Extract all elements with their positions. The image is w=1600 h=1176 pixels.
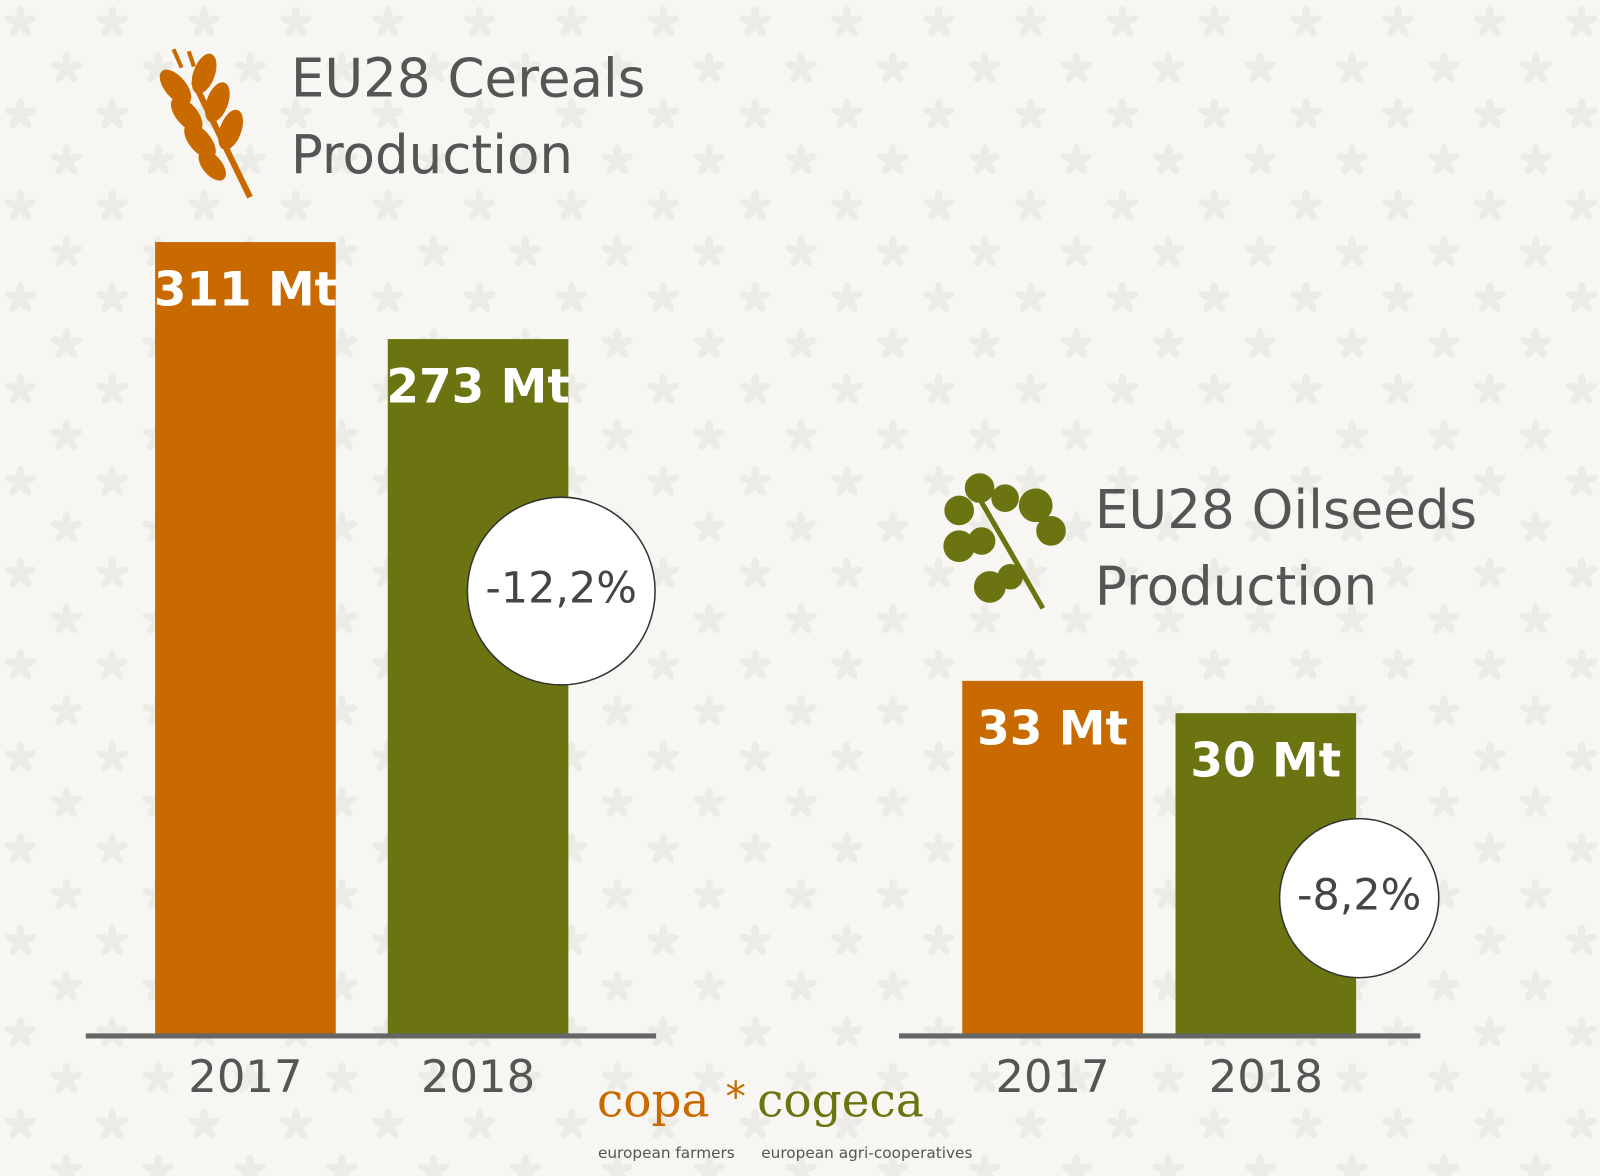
logo-left-caption: european farmers	[598, 1144, 735, 1162]
logo-right: cogeca	[757, 1073, 924, 1128]
change-badge	[466, 496, 656, 686]
x-tick-label: 2017	[188, 1050, 302, 1103]
change-label: -8,2%	[1297, 871, 1421, 921]
logo-asterisk: *	[726, 1073, 746, 1121]
value-label: 30 Mt	[1190, 734, 1341, 789]
value-label: 311 Mt	[154, 263, 337, 318]
value-label: 273 Mt	[386, 360, 569, 415]
change-label: -12,2%	[485, 564, 637, 614]
chart-title: EU28 Cereals	[291, 48, 646, 110]
x-tick-label: 2017	[995, 1050, 1109, 1103]
logo-left: copa	[597, 1073, 710, 1128]
chart-title: Production	[291, 124, 573, 186]
chart-title: EU28 Oilseeds	[1095, 479, 1477, 541]
logo-right-caption: european agri-cooperatives	[761, 1144, 972, 1162]
value-label: 33 Mt	[977, 701, 1128, 756]
x-tick-label: 2018	[421, 1050, 535, 1103]
bar	[962, 680, 1143, 1036]
oilseed-icon	[943, 473, 1066, 610]
chart-title: Production	[1095, 556, 1377, 618]
change-badge	[1278, 817, 1440, 979]
bar	[387, 339, 569, 1036]
bar	[155, 242, 336, 1036]
x-tick-label: 2018	[1209, 1050, 1323, 1103]
wheat-icon	[159, 48, 253, 199]
